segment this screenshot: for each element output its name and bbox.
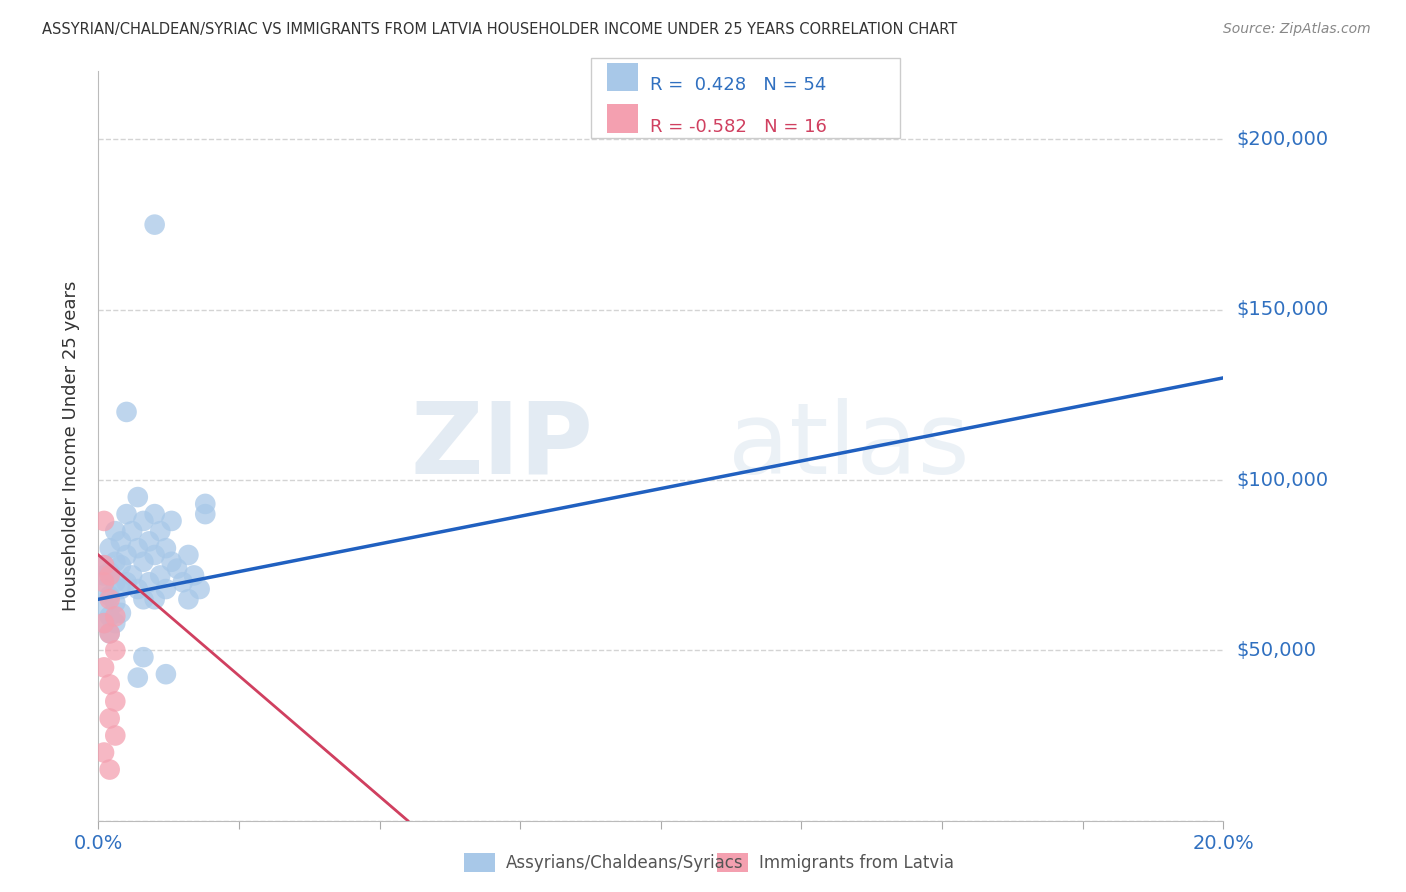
Point <box>132 650 155 665</box>
Point <box>93 575 115 590</box>
Point <box>160 555 183 569</box>
Point <box>98 609 121 624</box>
Point <box>104 596 127 610</box>
Point <box>143 592 166 607</box>
Point <box>93 558 115 573</box>
Y-axis label: Householder Income Under 25 years: Householder Income Under 25 years <box>62 281 80 611</box>
Point <box>155 667 177 681</box>
Point <box>115 405 138 419</box>
Point <box>121 568 143 582</box>
Point <box>132 592 155 607</box>
Text: R = -0.582   N = 16: R = -0.582 N = 16 <box>650 118 827 136</box>
Point <box>93 568 115 582</box>
Point <box>115 507 138 521</box>
Text: Assyrians/Chaldeans/Syriacs: Assyrians/Chaldeans/Syriacs <box>506 854 744 871</box>
Point <box>104 609 127 624</box>
Point <box>98 626 121 640</box>
Point <box>155 582 177 596</box>
Text: Immigrants from Latvia: Immigrants from Latvia <box>759 854 955 871</box>
Point <box>93 599 115 613</box>
Point <box>194 507 217 521</box>
Point <box>127 582 149 596</box>
Point <box>93 514 115 528</box>
Point <box>143 548 166 562</box>
Point <box>93 616 115 631</box>
Point <box>98 541 121 556</box>
Text: atlas: atlas <box>728 398 970 494</box>
Point <box>166 561 188 575</box>
Point <box>98 568 121 582</box>
Point <box>104 575 127 590</box>
Point <box>149 524 172 538</box>
Point <box>110 582 132 596</box>
Point <box>104 643 127 657</box>
Point <box>104 524 127 538</box>
Point <box>132 555 155 569</box>
Point <box>98 677 121 691</box>
Point <box>98 763 121 777</box>
Point <box>188 582 211 596</box>
Point <box>183 568 205 582</box>
Point <box>110 606 132 620</box>
Point <box>93 582 115 596</box>
Point <box>127 541 149 556</box>
Text: R =  0.428   N = 54: R = 0.428 N = 54 <box>650 76 825 94</box>
Point <box>104 694 127 708</box>
Point <box>160 514 183 528</box>
Point <box>138 575 160 590</box>
Point <box>177 592 200 607</box>
Point <box>110 534 132 549</box>
Point <box>127 490 149 504</box>
Point <box>149 568 172 582</box>
Text: ZIP: ZIP <box>411 398 593 494</box>
Point <box>155 541 177 556</box>
Point <box>98 589 121 603</box>
Point <box>127 671 149 685</box>
Point <box>177 548 200 562</box>
Point <box>121 524 143 538</box>
Text: Source: ZipAtlas.com: Source: ZipAtlas.com <box>1223 22 1371 37</box>
Point <box>138 534 160 549</box>
Point <box>104 555 127 569</box>
Point <box>93 660 115 674</box>
Point <box>115 548 138 562</box>
Point <box>194 497 217 511</box>
Text: $200,000: $200,000 <box>1237 130 1329 149</box>
Point <box>93 558 115 573</box>
Point <box>98 626 121 640</box>
Text: $150,000: $150,000 <box>1237 301 1329 319</box>
Point <box>143 507 166 521</box>
Point <box>104 729 127 743</box>
Point <box>132 514 155 528</box>
Point <box>98 565 121 579</box>
Point <box>98 711 121 725</box>
Point <box>110 558 132 573</box>
Text: ASSYRIAN/CHALDEAN/SYRIAC VS IMMIGRANTS FROM LATVIA HOUSEHOLDER INCOME UNDER 25 Y: ASSYRIAN/CHALDEAN/SYRIAC VS IMMIGRANTS F… <box>42 22 957 37</box>
Point <box>104 616 127 631</box>
Text: $50,000: $50,000 <box>1237 640 1316 660</box>
Point <box>115 575 138 590</box>
Point <box>93 746 115 760</box>
Point <box>98 592 121 607</box>
Text: $100,000: $100,000 <box>1237 471 1329 490</box>
Point <box>172 575 194 590</box>
Point <box>93 616 115 631</box>
Point <box>143 218 166 232</box>
